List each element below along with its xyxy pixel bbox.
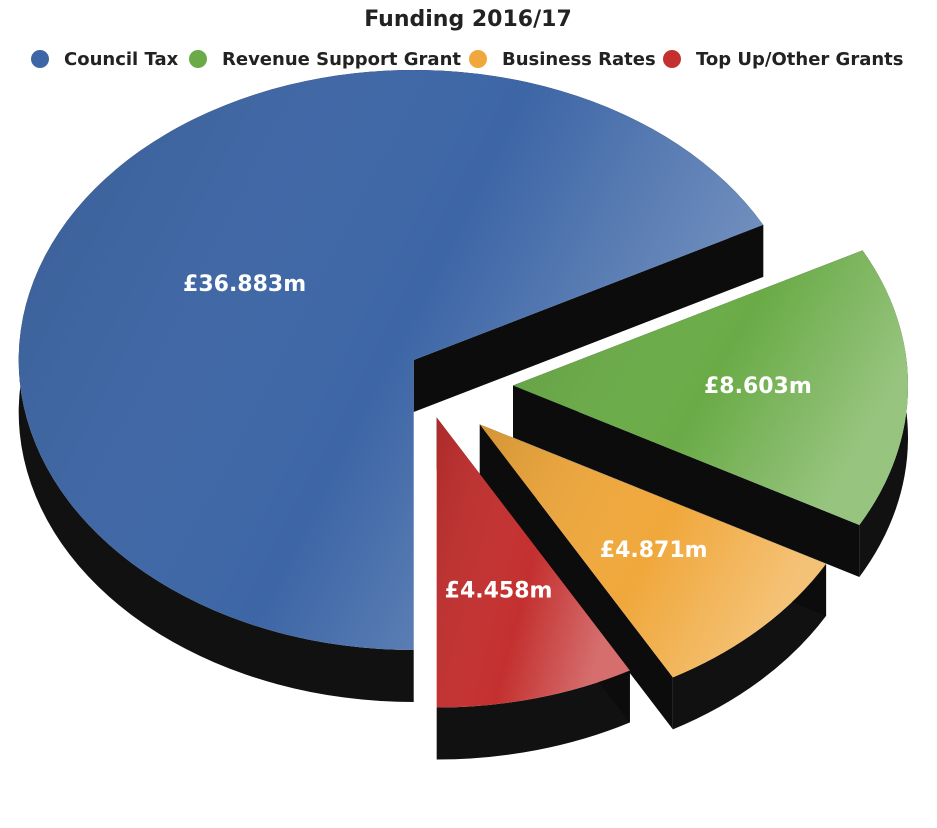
- legend-label: Top Up/Other Grants: [696, 49, 903, 70]
- slice-edge: [413, 224, 764, 703]
- slice: [436, 417, 630, 760]
- slice-shine: [436, 417, 630, 708]
- data-label: £8.603m: [704, 374, 812, 399]
- legend-label: Revenue Support Grant: [222, 49, 461, 70]
- slice-wall: [672, 563, 827, 730]
- chart-title: Funding 2016/17: [364, 7, 572, 32]
- legend-swatch: [469, 50, 487, 68]
- slice-shine: [18, 70, 764, 651]
- legend-swatch: [189, 50, 207, 68]
- legend-label: Council Tax: [64, 49, 179, 70]
- slice-wall: [436, 670, 630, 760]
- legend-label: Business Rates: [502, 49, 656, 70]
- data-label: £4.871m: [600, 538, 708, 563]
- slice-shine: [512, 250, 908, 525]
- data-label: £36.883m: [183, 272, 306, 297]
- slice: [18, 70, 764, 703]
- slice-shine: [479, 424, 827, 678]
- data-label: £4.458m: [445, 578, 553, 603]
- slice: [479, 424, 827, 730]
- pie: £36.883m £8.603m £4.871m £4.458m: [18, 70, 908, 760]
- legend: Council Tax Revenue Support Grant Business…: [31, 49, 903, 70]
- legend-swatch: [663, 50, 681, 68]
- slice: [512, 250, 908, 577]
- legend-swatch: [31, 50, 49, 68]
